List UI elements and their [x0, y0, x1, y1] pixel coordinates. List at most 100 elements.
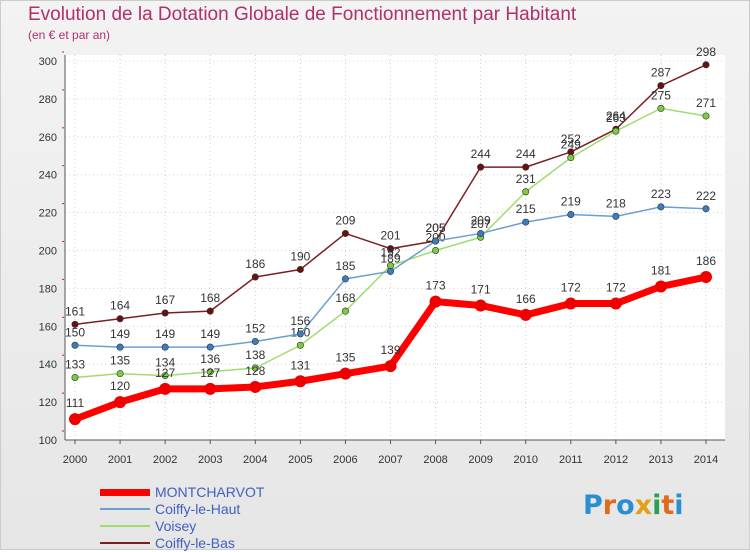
data-label-montcharvot: 181 — [651, 264, 671, 278]
data-point-coiffy-le-haut — [702, 205, 710, 213]
y-tick-label: 100 — [39, 435, 57, 447]
data-point-voisey — [251, 364, 259, 372]
y-tick-label: 160 — [39, 321, 57, 333]
data-point-montcharvot — [700, 271, 712, 284]
data-label-coiffy-le-haut: 149 — [155, 327, 175, 341]
data-label-voisey: 231 — [516, 172, 536, 186]
data-point-coiffy-le-haut — [386, 267, 394, 275]
data-label-coiffy-le-haut: 205 — [426, 221, 446, 235]
data-label-coiffy-le-bas: 298 — [696, 45, 716, 59]
logo-letter: t — [661, 490, 675, 521]
data-point-voisey — [341, 307, 349, 315]
data-label-coiffy-le-bas: 164 — [110, 299, 130, 313]
data-label-voisey: 192 — [380, 246, 400, 260]
data-label-coiffy-le-haut: 222 — [696, 189, 716, 203]
data-point-voisey — [71, 373, 79, 381]
data-point-coiffy-le-bas — [161, 309, 169, 317]
data-point-voisey — [702, 112, 710, 120]
data-point-voisey — [161, 372, 169, 380]
data-label-montcharvot: 135 — [335, 351, 355, 365]
legend-label: Coiffy-le-Haut — [155, 501, 241, 517]
data-label-coiffy-le-haut: 156 — [290, 314, 310, 328]
data-point-montcharvot — [114, 396, 127, 409]
data-label-coiffy-le-bas: 168 — [200, 291, 220, 305]
data-point-voisey — [657, 104, 665, 112]
data-point-coiffy-le-bas — [477, 163, 485, 171]
data-label-coiffy-le-haut: 219 — [561, 194, 581, 208]
y-tick-label: 240 — [39, 170, 57, 182]
data-label-coiffy-le-bas: 186 — [245, 257, 265, 271]
logo-letter: i — [652, 490, 662, 521]
logo-letter: r — [602, 490, 617, 521]
y-tick-label: 140 — [39, 359, 57, 371]
legend-label: Voisey — [155, 518, 197, 534]
data-point-coiffy-le-bas — [251, 273, 259, 281]
data-point-coiffy-le-haut — [612, 212, 620, 220]
y-tick-label: 120 — [39, 397, 57, 409]
data-point-montcharvot — [204, 382, 217, 395]
data-label-coiffy-le-haut: 223 — [651, 187, 671, 201]
data-label-montcharvot: 120 — [110, 379, 130, 393]
data-label-montcharvot: 166 — [516, 292, 536, 306]
legend-label: MONTCHARVOT — [155, 484, 265, 500]
data-point-coiffy-le-haut — [657, 203, 665, 211]
y-tick-label: 200 — [39, 246, 57, 258]
x-tick-label: 2012 — [604, 454, 628, 466]
data-label-voisey: 134 — [155, 356, 175, 370]
data-point-coiffy-le-bas — [657, 82, 665, 90]
legend-label: Coiffy-le-Bas — [155, 535, 235, 551]
data-label-coiffy-le-haut: 149 — [110, 327, 130, 341]
data-label-montcharvot: 173 — [426, 279, 446, 293]
data-point-montcharvot — [249, 380, 262, 393]
data-label-coiffy-le-bas: 287 — [651, 66, 671, 80]
data-label-voisey: 133 — [65, 357, 85, 371]
data-label-montcharvot: 128 — [245, 364, 265, 378]
data-point-coiffy-le-bas — [522, 163, 530, 171]
data-point-montcharvot — [294, 375, 307, 388]
data-point-montcharvot — [474, 299, 487, 312]
data-point-voisey — [432, 247, 440, 255]
data-label-coiffy-le-haut: 215 — [516, 202, 536, 216]
x-tick-label: 2010 — [513, 454, 537, 466]
data-point-coiffy-le-bas — [116, 315, 124, 323]
proxiti-logo: Proxiti — [583, 490, 684, 521]
data-point-coiffy-le-haut — [251, 337, 259, 345]
data-point-coiffy-le-haut — [522, 218, 530, 226]
data-label-montcharvot: 172 — [606, 281, 626, 295]
data-label-coiffy-le-haut: 209 — [471, 213, 491, 227]
data-point-voisey — [116, 370, 124, 378]
data-point-coiffy-le-haut — [432, 237, 440, 245]
x-tick-label: 2004 — [243, 454, 267, 466]
data-point-voisey — [522, 188, 530, 196]
data-point-coiffy-le-haut — [296, 330, 304, 338]
data-label-coiffy-le-bas: 252 — [561, 132, 581, 146]
data-label-montcharvot: 131 — [290, 358, 310, 372]
data-label-coiffy-le-bas: 244 — [516, 147, 536, 161]
data-label-voisey: 136 — [200, 352, 220, 366]
data-label-voisey: 135 — [110, 354, 130, 368]
data-point-montcharvot — [519, 308, 532, 321]
data-point-montcharvot — [384, 360, 397, 373]
data-point-voisey — [296, 341, 304, 349]
data-point-montcharvot — [564, 297, 577, 310]
data-label-montcharvot: 127 — [200, 366, 220, 380]
data-point-coiffy-le-haut — [567, 210, 575, 218]
data-label-voisey: 168 — [335, 291, 355, 305]
x-tick-label: 2000 — [63, 454, 87, 466]
y-tick-label: 300 — [39, 56, 57, 68]
data-label-voisey: 200 — [426, 231, 446, 245]
data-label-coiffy-le-bas: 167 — [155, 293, 175, 307]
x-tick-label: 2014 — [694, 454, 718, 466]
x-tick-label: 2011 — [559, 454, 583, 466]
data-label-coiffy-le-bas: 264 — [606, 109, 626, 123]
logo-letter: i — [674, 490, 684, 521]
data-label-montcharvot: 172 — [561, 281, 581, 295]
data-point-montcharvot — [609, 297, 622, 310]
x-tick-label: 2013 — [649, 454, 673, 466]
x-tick-label: 2002 — [153, 454, 177, 466]
legend-swatch — [100, 488, 150, 496]
data-label-montcharvot: 186 — [696, 254, 716, 268]
data-label-voisey: 263 — [606, 111, 626, 125]
logo-letter: P — [583, 490, 603, 521]
